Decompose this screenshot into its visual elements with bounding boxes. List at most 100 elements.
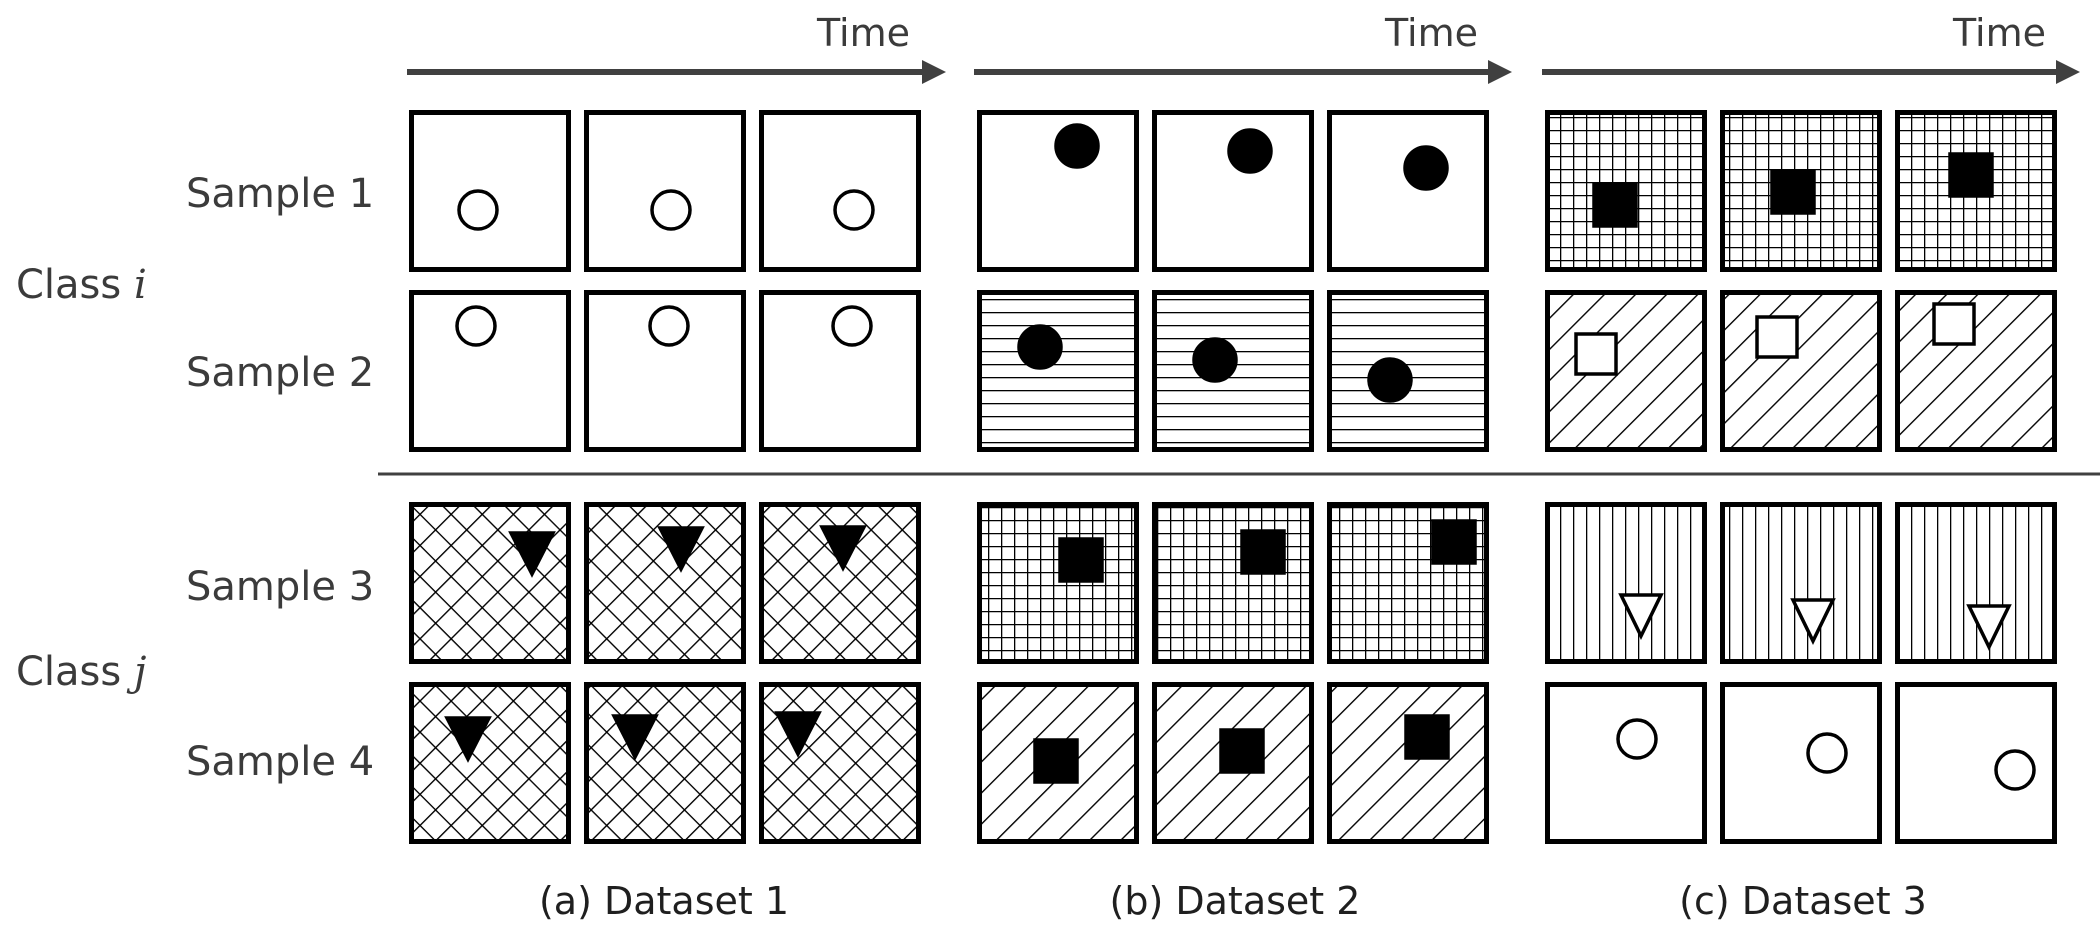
caption-dataset-2: (b) Dataset 2 <box>1110 879 1361 923</box>
sample-1-label: Sample 1 <box>186 171 374 217</box>
hollow-triangle-down-object <box>1618 593 1664 640</box>
filled-circle-object <box>1367 357 1413 403</box>
filled-triangle-down-object <box>611 714 659 761</box>
filled-square-object <box>1240 529 1286 575</box>
frame <box>1152 290 1314 452</box>
frame <box>409 502 571 664</box>
vertical-background <box>1895 502 2057 664</box>
time-arrow-head-1 <box>922 60 946 84</box>
frame <box>977 110 1139 272</box>
sample-3-label: Sample 3 <box>186 564 374 610</box>
frame <box>759 502 921 664</box>
frame <box>1545 110 1707 272</box>
horizontal-background <box>977 290 1139 452</box>
crosshatch-background <box>409 502 571 664</box>
frame <box>759 290 921 452</box>
filled-triangle-down-object <box>444 716 492 763</box>
filled-square-object <box>1219 728 1265 774</box>
filled-circle-object <box>1227 128 1273 174</box>
sample-4-label: Sample 4 <box>186 739 374 785</box>
frame <box>1545 290 1707 452</box>
frame <box>584 682 746 844</box>
frame <box>584 502 746 664</box>
frame <box>1720 290 1882 452</box>
filled-circle-object <box>1017 324 1063 370</box>
frame <box>1545 682 1707 844</box>
hollow-circle-object <box>1616 718 1658 760</box>
diagonal-background <box>1720 290 1882 452</box>
frame <box>759 682 921 844</box>
filled-circle-object <box>1054 123 1100 169</box>
frame <box>1152 682 1314 844</box>
hollow-circle-object <box>455 305 497 347</box>
frame <box>1152 110 1314 272</box>
hollow-square-object <box>1932 302 1976 346</box>
hollow-circle-object <box>650 189 692 231</box>
frame <box>409 682 571 844</box>
frame <box>977 502 1139 664</box>
frame <box>1327 502 1489 664</box>
hollow-circle-object <box>833 189 875 231</box>
frame <box>1545 502 1707 664</box>
hollow-circle-object <box>831 305 873 347</box>
filled-square-object <box>1948 152 1994 198</box>
filled-circle-object <box>1192 337 1238 383</box>
filled-triangle-down-object <box>657 526 705 573</box>
frame <box>759 110 921 272</box>
frame <box>1720 502 1882 664</box>
filled-square-object <box>1033 738 1079 784</box>
filled-square-object <box>1431 519 1477 565</box>
class-i-label: Class i <box>16 262 147 308</box>
diagonal-background <box>1327 682 1489 844</box>
filled-circle-object <box>1403 145 1449 191</box>
frame <box>1327 110 1489 272</box>
filled-square-object <box>1770 169 1816 215</box>
filled-triangle-down-object <box>774 711 822 758</box>
time-label-3: Time <box>1952 11 2046 55</box>
hollow-square-object <box>1574 332 1618 376</box>
class-j-label: Class j <box>16 649 146 695</box>
frame <box>1720 110 1882 272</box>
hollow-circle-object <box>1806 732 1848 774</box>
time-arrow-head-2 <box>1488 60 1512 84</box>
crosshatch-background <box>409 682 571 844</box>
filled-square-object <box>1058 537 1104 583</box>
frame <box>584 110 746 272</box>
frame <box>1327 682 1489 844</box>
frame <box>1152 502 1314 664</box>
time-axis-2: Time <box>974 11 1512 84</box>
hollow-square-object <box>1755 315 1799 359</box>
frame <box>1895 110 2057 272</box>
time-label-1: Time <box>816 11 910 55</box>
time-axis-1: Time <box>407 11 946 84</box>
time-axis-3: Time <box>1542 11 2080 84</box>
hollow-circle-object <box>648 305 690 347</box>
time-label-2: Time <box>1384 11 1478 55</box>
caption-dataset-3: (c) Dataset 3 <box>1679 879 1927 923</box>
time-arrow-head-3 <box>2056 60 2080 84</box>
frame <box>977 290 1139 452</box>
frame <box>1895 502 2057 664</box>
filled-square-object <box>1404 714 1450 760</box>
grid-background <box>977 502 1139 664</box>
hollow-triangle-down-object <box>1966 604 2012 651</box>
frame <box>409 290 571 452</box>
frame <box>977 682 1139 844</box>
hollow-circle-object <box>1994 749 2036 791</box>
diagonal-background <box>1895 290 2057 452</box>
vertical-background <box>1545 502 1707 664</box>
hollow-triangle-down-object <box>1790 598 1836 645</box>
frame <box>1895 682 2057 844</box>
sample-2-label: Sample 2 <box>186 350 374 396</box>
filled-triangle-down-object <box>508 531 556 578</box>
frame <box>584 290 746 452</box>
diagonal-background <box>1545 290 1707 452</box>
filled-square-object <box>1592 182 1638 228</box>
vertical-background <box>1720 502 1882 664</box>
crosshatch-background <box>584 682 746 844</box>
frame-grid <box>409 110 2057 844</box>
grid-background <box>1152 502 1314 664</box>
frame <box>409 110 571 272</box>
frame <box>1895 290 2057 452</box>
filled-triangle-down-object <box>819 525 867 572</box>
